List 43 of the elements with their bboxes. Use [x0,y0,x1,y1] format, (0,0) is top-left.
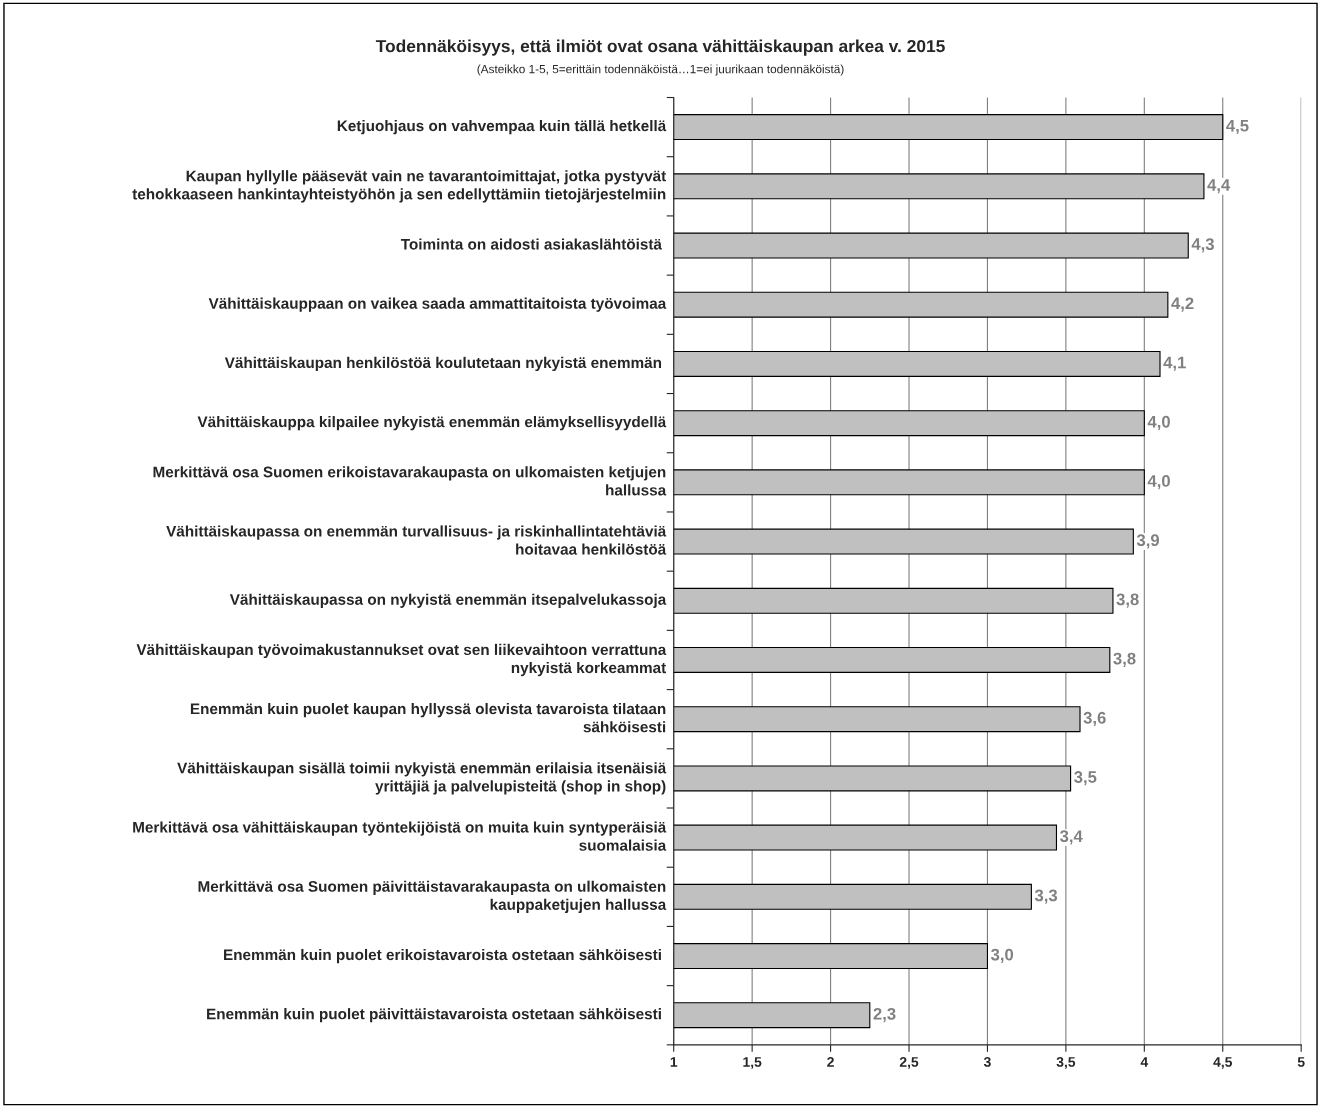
y-tick-label: Vähittäiskaupan henkilöstöä koulutetaan nykyistä enemmän [224,356,662,372]
data-label: 4,3 [1191,238,1214,253]
y-tick-label: Vähittäiskaupan työvoimakustannukset ovat sen liikevaihtoon verrattuna nykyistä korkeammat [136,643,667,677]
y-tick-label: Vähittäiskauppa kilpailee nykyistä enemmän elämyksellisyydellä [197,416,667,431]
y-tick-label: Enemmän kuin puolet kaupan hyllyssä olevista tavaroista tilataan sähköisesti [190,703,666,733]
y-tick-label: Vähittäiskauppaan on vaikea saada ammattitaitoista työvoimaa [208,297,667,312]
data-label: 4,1 [1163,356,1186,371]
y-tick-label: Vähittäiskaupan sisällä toimii nykyistä enemmän erilaisia itsenäisiä yrittäjiä ja palvelupisteitä (shop in shop) [177,762,667,795]
data-label: 4,0 [1147,475,1170,490]
y-tick-label: Toiminta on aidosti asiakaslähtöistä [400,238,662,250]
x-tick-label: 5 [1297,1057,1305,1067]
x-tick-label: 1,5 [743,1057,762,1069]
data-label: 3,4 [1059,830,1083,845]
y-tick-label: Ketjuohjaus on vahvempaa kuin tällä hetkellä [337,119,667,135]
y-tick-label: Merkittävä osa Suomen päivittäistavarakaupasta on ulkomaisten kauppaketjujen hallussa [198,880,667,913]
x-tick-label: 1 [670,1057,678,1067]
y-tick-label: Merkittävä osa Suomen erikoistavarakaupasta on ulkomaisten ketjujen hallussa [153,466,667,496]
data-label: 3,0 [990,948,1014,963]
x-tick-label: 4 [1140,1057,1149,1067]
x-tick-label: 3 [983,1057,991,1067]
y-tick-label: Merkittävä osa vähittäiskaupan työntekijöistä on muita kuin syntyperäisiä suomalaisia [133,821,667,851]
data-label: 4,2 [1171,297,1194,312]
x-tick-label: 2 [827,1057,834,1067]
data-label: 4,4 [1207,179,1231,194]
y-tick-label: Enemmän kuin puolet erikoistavaroista ostetaan sähköisesti [224,948,661,964]
data-label: 3,5 [1074,771,1097,786]
data-label: 3,9 [1136,534,1160,549]
y-tick-label: Vähittäiskaupassa on nykyistä enemmän itsepalvelukassoja [229,593,667,608]
x-tick-label: 3,5 [1056,1057,1076,1069]
y-tick-label: Kaupan hyllylle pääsevät vain ne tavarantoimittajat, jotka pystyvät tehokkaaseen hankintayhteistyöhön ja sen edellyttämiin tietojärjestelmiin [132,170,667,203]
chart-subtitle: (Asteikko 1-5, 5=erittäin todennäköistä…1=ei juurikaan todennäköistä) [477,64,844,76]
x-tick-label: 4,5 [1213,1057,1233,1069]
data-label: 2,3 [873,1007,896,1023]
data-label: 4,5 [1226,119,1249,134]
data-label: 4,0 [1147,415,1170,431]
y-tick-label: Vähittäiskaupassa on enemmän turvallisuus- ja riskinhallintatehtäviä hoitavaa henkilöstöä [166,525,667,555]
data-label: 3,8 [1116,593,1139,608]
x-tick-label: 2,5 [899,1057,919,1069]
data-label: 3,8 [1113,652,1136,667]
chart-title: Todennäköisyys, että ilmiöt ovat osana vähittäiskaupan arkea v. 2015 [375,39,945,56]
y-tick-label: Enemmän kuin puolet päivittäistavaroista ostetaan sähköisesti [207,1008,661,1023]
data-label: 3,6 [1083,711,1106,727]
data-label: 3,3 [1034,889,1058,904]
